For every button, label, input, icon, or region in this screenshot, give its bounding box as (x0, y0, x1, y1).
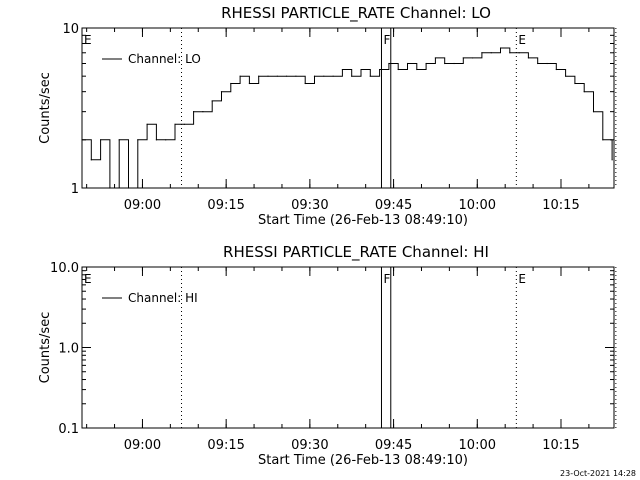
event-marker-label-hi: E (84, 272, 92, 286)
x-tick-label-hi: 09:30 (291, 438, 328, 453)
x-tick-label-lo: 10:15 (542, 198, 579, 213)
x-axis-label-hi: Start Time (26-Feb-13 08:49:10) (258, 453, 468, 468)
x-tick-label-hi: 10:00 (459, 438, 496, 453)
event-marker-label-hi: E (518, 272, 526, 286)
x-tick-label-lo: 10:00 (459, 198, 496, 213)
y-tick-label-hi: 0.1 (58, 422, 79, 437)
y-tick-label-hi: 10.0 (50, 261, 79, 276)
footer-timestamp: 23-Oct-2021 14:28 (560, 469, 636, 478)
chart-title-hi: RHESSI PARTICLE_RATE Channel: HI (223, 243, 489, 262)
plot-frame-lo (81, 27, 615, 189)
chart-title-lo: RHESSI PARTICLE_RATE Channel: LO (221, 4, 491, 23)
event-marker-label-lo: E (84, 33, 92, 47)
series-line-lo (82, 47, 613, 189)
event-marker-label-lo: E (518, 33, 526, 47)
x-tick-label-lo: 09:30 (291, 198, 328, 213)
x-tick-label-lo: 09:15 (207, 198, 244, 213)
x-tick-label-hi: 10:15 (542, 438, 579, 453)
event-marker-label-lo: F (383, 33, 390, 47)
x-tick-label-lo: 09:45 (375, 198, 412, 213)
y-tick-label-lo: 10 (62, 22, 79, 37)
x-axis-label-lo: Start Time (26-Feb-13 08:49:10) (258, 213, 468, 228)
x-tick-label-hi: 09:15 (207, 438, 244, 453)
y-tick-label-hi: 1.0 (58, 342, 79, 357)
legend-label-hi: Channel: HI (128, 291, 198, 305)
y-tick-label-lo: 1 (71, 182, 79, 197)
x-tick-label-hi: 09:00 (124, 438, 161, 453)
legend-label-lo: Channel: LO (128, 52, 201, 66)
x-tick-label-hi: 09:45 (375, 438, 412, 453)
event-marker-label-hi: F (383, 272, 390, 286)
y-axis-label-hi: Counts/sec (38, 312, 53, 384)
x-tick-label-lo: 09:00 (124, 198, 161, 213)
y-axis-label-lo: Counts/sec (38, 72, 53, 144)
